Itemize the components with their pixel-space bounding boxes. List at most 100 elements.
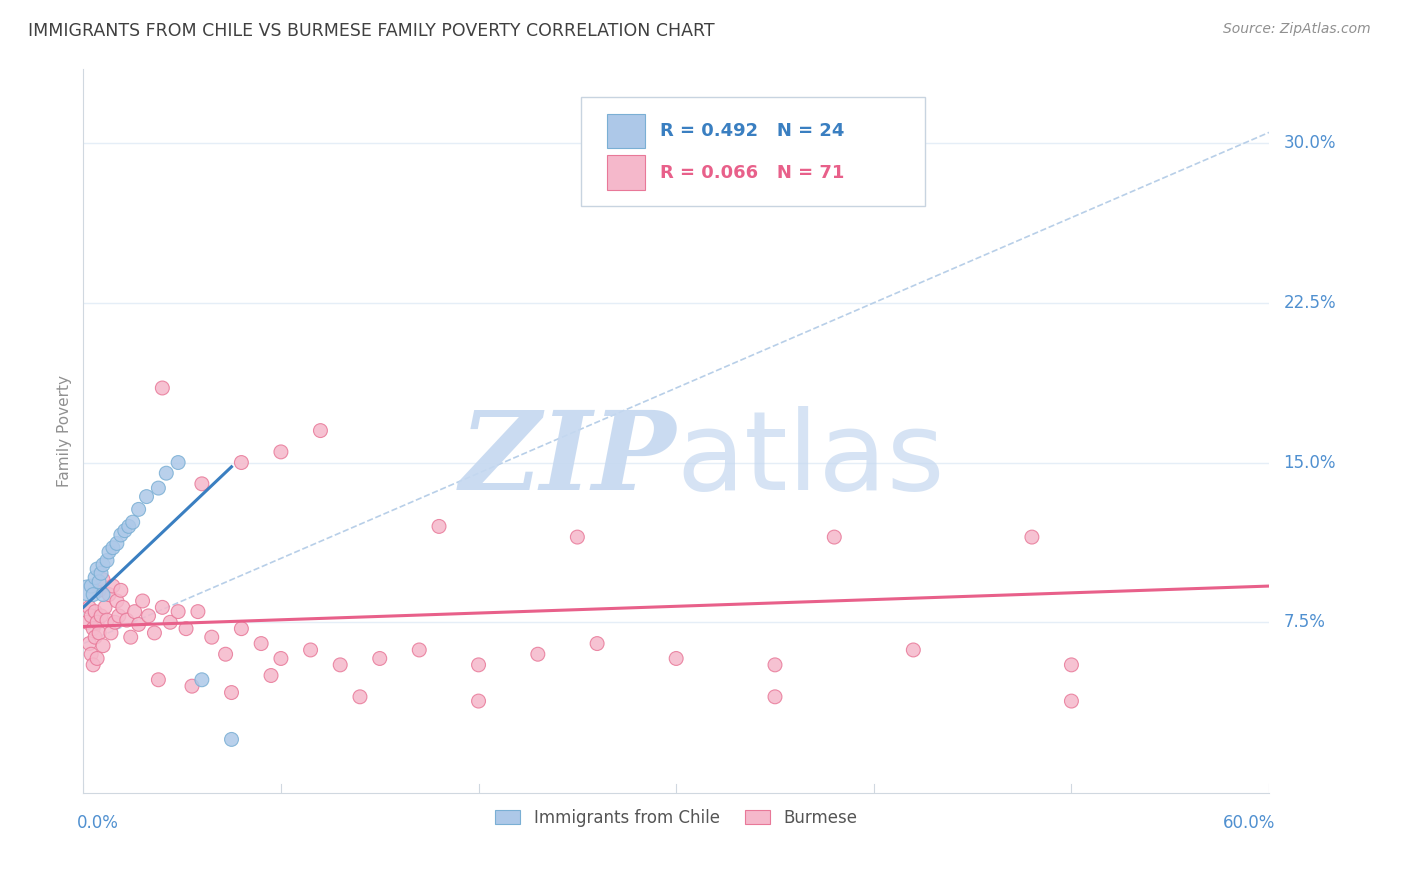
Point (201, 630, 224, 644)
Point (110, 528, 132, 542)
Point (118, 519, 141, 533)
Point (98, 545, 121, 559)
Point (84, 605, 107, 619)
Point (101, 579, 124, 593)
Point (309, 424, 332, 438)
Point (82, 622, 104, 636)
Point (763, 690, 786, 704)
Point (299, 643, 322, 657)
Point (174, 622, 197, 636)
Point (143, 626, 166, 640)
Point (467, 694, 489, 708)
Point (96, 613, 118, 627)
Point (91, 588, 114, 602)
Point (84, 630, 107, 644)
Point (91, 558, 114, 572)
Text: 60.0%: 60.0% (1223, 814, 1275, 832)
Point (135, 490, 157, 504)
Point (77, 636, 100, 650)
Point (111, 600, 134, 615)
Point (121, 515, 143, 529)
Y-axis label: Family Poverty: Family Poverty (58, 375, 72, 487)
Point (148, 673, 170, 687)
Point (91, 573, 114, 587)
Point (77, 600, 100, 615)
Text: 30.0%: 30.0% (1284, 134, 1336, 152)
Point (221, 732, 243, 747)
Point (270, 445, 292, 459)
Point (128, 617, 150, 632)
Text: 22.5%: 22.5% (1284, 293, 1336, 312)
Point (427, 519, 450, 533)
Point (90, 566, 112, 581)
Text: 0.0%: 0.0% (77, 814, 120, 832)
FancyBboxPatch shape (581, 97, 925, 206)
Point (98, 588, 121, 602)
Point (87, 626, 110, 640)
Point (104, 615, 127, 630)
Point (221, 685, 243, 699)
Point (86, 651, 108, 665)
Point (86, 562, 108, 576)
Point (191, 673, 214, 687)
Point (100, 626, 122, 640)
Point (191, 476, 214, 491)
Point (150, 381, 173, 395)
Point (349, 690, 371, 704)
Point (231, 456, 253, 470)
Point (82, 588, 104, 602)
Point (80, 579, 103, 593)
Text: Source: ZipAtlas.com: Source: ZipAtlas.com (1223, 22, 1371, 37)
Point (214, 647, 236, 661)
Point (181, 679, 204, 693)
Point (124, 605, 146, 619)
Point (148, 481, 170, 495)
Point (110, 583, 132, 598)
Point (90, 608, 112, 623)
Point (1021, 530, 1043, 544)
Text: 7.5%: 7.5% (1284, 614, 1326, 632)
Text: atlas: atlas (676, 406, 945, 513)
Point (120, 630, 142, 644)
Point (150, 600, 173, 615)
Point (94, 600, 117, 615)
Point (80, 608, 103, 623)
Point (665, 651, 688, 665)
Point (155, 466, 177, 480)
Point (329, 657, 352, 672)
Point (368, 651, 391, 665)
Point (187, 605, 209, 619)
Point (586, 636, 609, 650)
Point (80, 647, 103, 661)
Point (108, 608, 131, 623)
Point (128, 502, 150, 516)
Point (823, 530, 845, 544)
Point (105, 536, 128, 550)
Point (86, 615, 108, 630)
Text: ZIP: ZIP (460, 406, 676, 513)
Point (467, 657, 489, 672)
Point (76, 583, 98, 598)
Point (105, 594, 128, 608)
Text: R = 0.492   N = 24: R = 0.492 N = 24 (659, 122, 844, 140)
Point (87, 583, 110, 598)
Point (159, 615, 181, 630)
Point (527, 647, 550, 661)
Point (91, 639, 114, 653)
Point (82, 657, 104, 672)
Point (115, 613, 138, 627)
Point (260, 668, 283, 682)
Point (763, 657, 786, 672)
Point (270, 651, 292, 665)
Point (138, 608, 160, 623)
Point (167, 456, 190, 470)
Point (1060, 657, 1083, 672)
Point (101, 541, 124, 555)
Point (84, 570, 107, 584)
Point (408, 643, 430, 657)
Legend: Immigrants from Chile, Burmese: Immigrants from Chile, Burmese (486, 800, 865, 835)
Text: R = 0.066   N = 71: R = 0.066 N = 71 (659, 163, 844, 181)
Point (131, 594, 153, 608)
Bar (607, 155, 645, 190)
Bar (607, 113, 645, 148)
